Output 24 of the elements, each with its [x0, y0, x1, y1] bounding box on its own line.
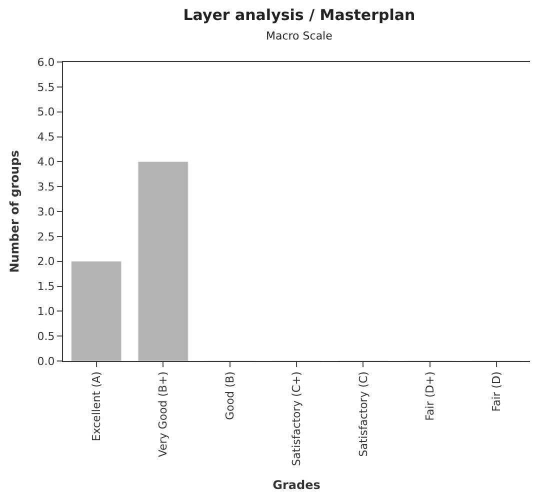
y-tick-label: 2.0 [37, 255, 55, 268]
x-axis-title: Grades [272, 478, 320, 492]
y-tick-label: 3.5 [37, 180, 55, 194]
y-tick-label: 0.0 [37, 354, 55, 368]
x-tick-label: Good (B) [223, 371, 236, 420]
y-axis-title: Number of groups [8, 150, 22, 273]
x-tick-label: Satisfactory (C) [356, 371, 370, 457]
x-tick-label: Very Good (B+) [156, 371, 170, 458]
x-tick-label: Excellent (A) [90, 371, 103, 442]
y-tick-label: 1.0 [37, 305, 55, 318]
x-tick-label: Satisfactory (C+) [290, 371, 304, 466]
y-tick-label: 1.5 [37, 280, 55, 294]
y-tick-label: 6.0 [37, 56, 55, 69]
y-tick-label: 2.5 [37, 230, 55, 244]
y-tick-label: 5.0 [37, 106, 55, 119]
x-tick-label: Fair (D+) [424, 371, 437, 421]
y-tick-label: 0.5 [37, 330, 55, 343]
y-tick-label: 4.0 [37, 156, 55, 169]
y-tick-label: 4.5 [37, 130, 55, 144]
chart-title: Layer analysis / Masterplan [183, 6, 416, 24]
chart-subtitle: Macro Scale [266, 30, 333, 43]
y-tick-label: 5.5 [37, 80, 55, 94]
y-tick-label: 3.0 [37, 205, 55, 218]
x-tick-label: Fair (D) [490, 371, 504, 412]
